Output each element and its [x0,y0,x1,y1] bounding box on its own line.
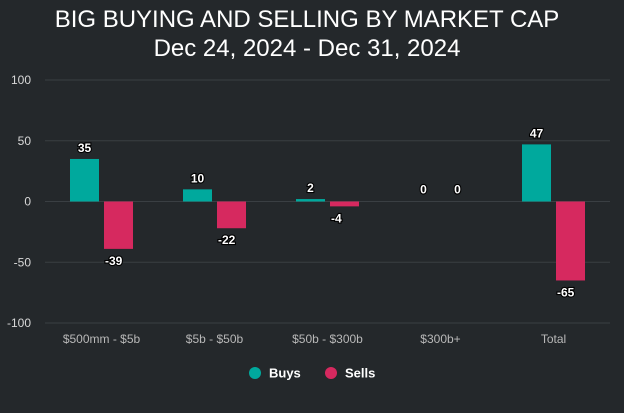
bars [70,144,585,281]
data-label-buys: 10 [191,171,205,185]
data-label-buys: 35 [78,141,92,155]
y-tick-label: -100 [7,316,31,330]
data-label-sells: -4 [331,211,342,225]
data-label-sells: -65 [557,285,575,299]
x-tick-label: $50b - $300b [292,332,363,346]
bar-sells [330,201,359,207]
chart-title: BIG BUYING AND SELLING BY MARKET CAP [55,6,560,33]
x-tick-label: $500mm - $5b [63,332,141,346]
bar-sells [217,201,246,229]
bar-buys [522,144,551,202]
data-label-sells: -39 [105,254,123,268]
y-axis-ticks: 100 50 0 -50 -100 [7,73,31,330]
y-tick-label: -50 [14,255,32,269]
data-label-buys: 47 [530,126,544,140]
legend-swatch-sells [325,367,337,379]
data-label-sells: -22 [218,233,236,247]
x-tick-label: $300b+ [420,332,460,346]
legend-label-sells: Sells [345,366,375,381]
bar-sells [556,201,585,281]
legend: Buys Sells [249,366,375,381]
data-label-sells: 0 [454,183,461,197]
x-axis-ticks: $500mm - $5b $5b - $50b $50b - $300b $300b+… [63,332,566,346]
x-tick-label: $5b - $50b [186,332,244,346]
bar-buys [70,158,99,202]
legend-label-buys: Buys [269,366,301,381]
bar-sells [104,201,133,249]
y-tick-label: 50 [18,134,32,148]
chart-subtitle: Dec 24, 2024 - Dec 31, 2024 [154,35,461,62]
legend-swatch-buys [249,367,261,379]
y-tick-label: 0 [24,195,31,209]
data-label-buys: 0 [420,183,427,197]
bar-buys [296,199,325,202]
data-labels: 35 -39 10 -22 2 -4 0 0 47 -65 [77,125,576,300]
x-tick-label: Total [541,332,566,346]
y-tick-label: 100 [11,73,31,87]
gridlines [45,79,610,324]
data-label-buys: 2 [307,181,314,195]
bar-buys [183,189,212,202]
